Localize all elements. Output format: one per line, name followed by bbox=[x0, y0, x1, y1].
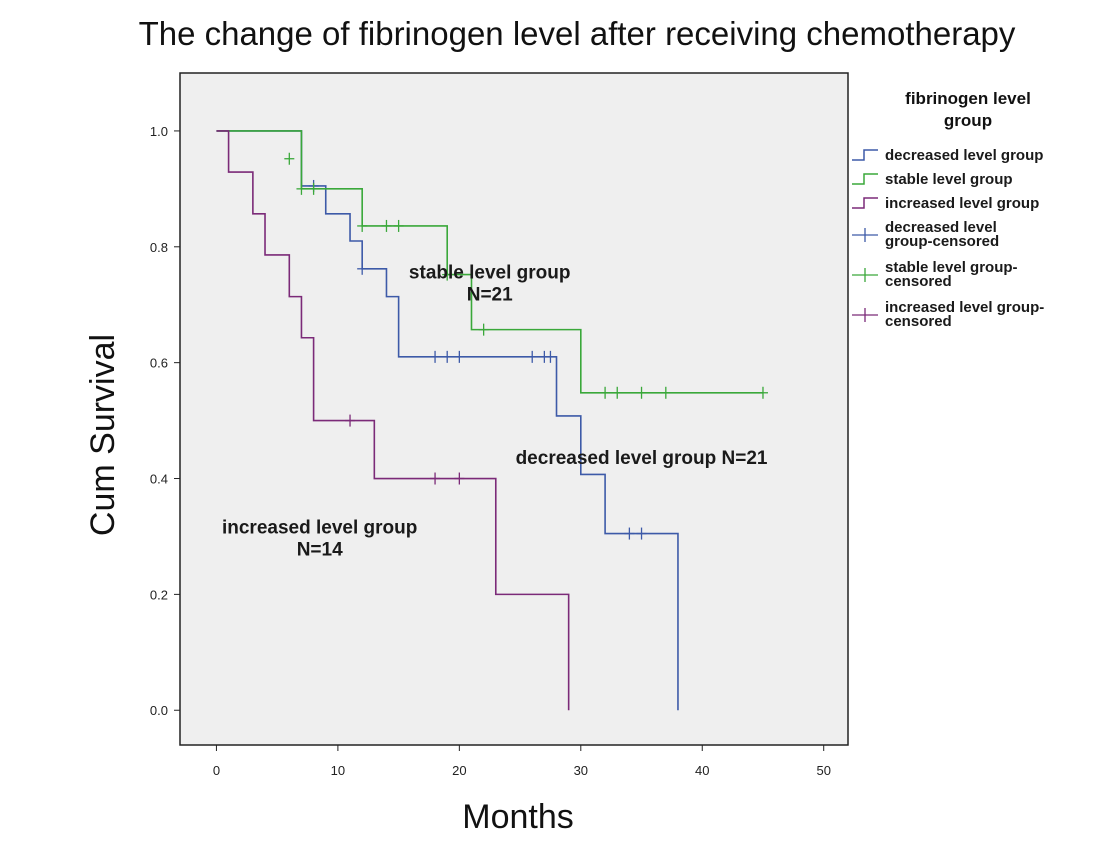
legend-label: decreased level bbox=[885, 219, 997, 236]
censor-mark-decreased-level-group bbox=[430, 350, 441, 363]
series-layer bbox=[216, 130, 768, 711]
censor-mark-decreased-level-group bbox=[442, 350, 453, 363]
series-increased-level-group bbox=[216, 130, 570, 711]
censor-mark-stable-level-group bbox=[636, 386, 647, 399]
y-tick-label: 0.4 bbox=[150, 472, 168, 487]
x-tick-label: 0 bbox=[213, 763, 220, 778]
annotation-label: decreased level group N=21 bbox=[516, 448, 768, 469]
legend-title: fibrinogen level bbox=[905, 89, 1031, 108]
legend-label: increased level group- bbox=[885, 299, 1044, 316]
legend-entry: increased level group-censored bbox=[852, 299, 1044, 330]
legend-label: stable level group- bbox=[885, 259, 1018, 276]
censor-mark-decreased-level-group bbox=[636, 527, 647, 540]
x-tick-label: 10 bbox=[331, 763, 345, 778]
x-tick-label: 50 bbox=[816, 763, 830, 778]
annotation-label: N=14 bbox=[297, 540, 343, 561]
legend-label: censored bbox=[885, 313, 952, 330]
y-tick-label: 1.0 bbox=[150, 124, 168, 139]
y-axis-label: Cum Survival bbox=[84, 334, 122, 536]
annotation-label: N=21 bbox=[467, 285, 513, 306]
x-axis: 0 10 20 30 40 50 bbox=[213, 745, 831, 778]
legend-swatch-step bbox=[852, 173, 878, 185]
legend-entry: stable level group-censored bbox=[852, 259, 1018, 290]
censor-mark-decreased-level-group bbox=[624, 527, 635, 540]
legend-entry: decreased level group bbox=[852, 147, 1043, 164]
survival-curve-increased-level-group bbox=[216, 130, 570, 711]
survival-curve-stable-level-group bbox=[216, 130, 763, 394]
censor-mark-decreased-level-group bbox=[527, 350, 538, 363]
y-tick-label: 0.6 bbox=[150, 356, 168, 371]
legend-label: group-censored bbox=[885, 233, 999, 250]
censor-mark-stable-level-group bbox=[284, 152, 295, 165]
legend-label: censored bbox=[885, 273, 952, 290]
censor-mark-stable-level-group bbox=[308, 182, 319, 195]
legend: fibrinogen level group decreased level gro… bbox=[852, 89, 1044, 330]
censor-mark-decreased-level-group bbox=[454, 350, 465, 363]
censor-mark-stable-level-group bbox=[757, 386, 768, 399]
x-tick-label: 20 bbox=[452, 763, 466, 778]
censor-mark-stable-level-group bbox=[393, 219, 404, 232]
chart-title: The change of fibrinogen level after rec… bbox=[139, 15, 1016, 52]
legend-title: group bbox=[944, 111, 992, 130]
censor-mark-increased-level-group bbox=[345, 414, 356, 427]
y-tick-label: 0.0 bbox=[150, 703, 168, 718]
annotation-label: increased level group bbox=[222, 518, 417, 539]
censor-mark-stable-level-group bbox=[296, 182, 307, 195]
x-tick-label: 30 bbox=[574, 763, 588, 778]
legend-entry: increased level group bbox=[852, 195, 1039, 212]
legend-entry: stable level group bbox=[852, 171, 1013, 188]
censor-mark-stable-level-group bbox=[442, 268, 453, 281]
legend-swatch-step bbox=[852, 149, 878, 161]
censor-mark-increased-level-group bbox=[454, 472, 465, 485]
legend-label: decreased level group bbox=[885, 147, 1043, 164]
series-stable-level-group bbox=[216, 130, 768, 399]
survival-curve-decreased-level-group bbox=[216, 130, 679, 711]
censor-mark-stable-level-group bbox=[612, 386, 623, 399]
censor-mark-stable-level-group bbox=[660, 386, 671, 399]
y-tick-label: 0.2 bbox=[150, 587, 168, 602]
annotation-label: stable level group bbox=[409, 263, 571, 284]
censor-mark-stable-level-group bbox=[357, 219, 368, 232]
x-tick-label: 40 bbox=[695, 763, 709, 778]
legend-swatch-step bbox=[852, 197, 878, 209]
x-axis-label: Months bbox=[462, 798, 574, 836]
censor-mark-stable-level-group bbox=[478, 323, 489, 336]
censor-mark-decreased-level-group bbox=[545, 350, 556, 363]
censor-mark-increased-level-group bbox=[430, 472, 441, 485]
plot-area bbox=[179, 72, 849, 746]
y-axis: 0.0 0.2 0.4 0.6 0.8 1.0 bbox=[150, 124, 180, 718]
censor-mark-stable-level-group bbox=[600, 386, 611, 399]
censor-mark-stable-level-group bbox=[381, 219, 392, 232]
legend-label: stable level group bbox=[885, 171, 1013, 188]
censor-mark-decreased-level-group bbox=[357, 262, 368, 275]
y-tick-label: 0.8 bbox=[150, 240, 168, 255]
legend-label: increased level group bbox=[885, 195, 1039, 212]
